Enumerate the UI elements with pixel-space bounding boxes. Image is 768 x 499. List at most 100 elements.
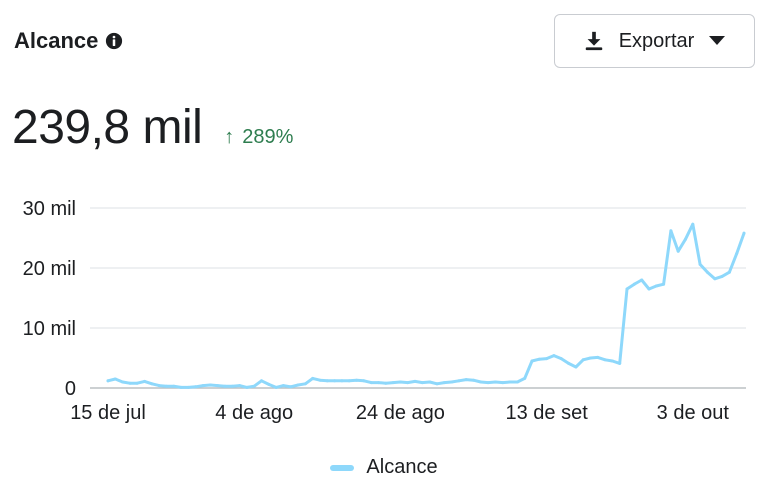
- data-point: [121, 380, 125, 384]
- data-point: [194, 385, 198, 389]
- data-point: [245, 385, 249, 389]
- data-point: [223, 384, 227, 388]
- data-point: [303, 382, 307, 386]
- data-point: [479, 380, 483, 384]
- data-point: [545, 357, 549, 361]
- data-point: [267, 382, 271, 386]
- data-point: [589, 356, 592, 360]
- data-point: [618, 361, 622, 365]
- data-point: [508, 380, 512, 384]
- data-point: [106, 379, 110, 383]
- y-tick-label: 20 mil: [23, 258, 76, 280]
- info-circle-icon[interactable]: [105, 32, 123, 50]
- x-tick-label: 4 de ago: [215, 402, 293, 424]
- data-point: [135, 381, 139, 385]
- series-alcance: [106, 222, 746, 389]
- data-point: [647, 287, 651, 291]
- data-point: [186, 385, 190, 389]
- data-point: [340, 379, 344, 383]
- data-point: [369, 381, 373, 385]
- data-point: [493, 380, 497, 384]
- export-button[interactable]: Exportar: [554, 14, 755, 68]
- x-tick-label: 3 de out: [657, 402, 730, 424]
- series-line: [106, 222, 746, 389]
- summary: 239,8 mil ↑ 289%: [12, 100, 293, 155]
- series-layer: [106, 222, 746, 389]
- data-point: [691, 222, 695, 226]
- data-point: [662, 282, 666, 286]
- chart-header: Alcance: [14, 28, 123, 54]
- data-point: [355, 378, 359, 382]
- y-tick-label: 10 mil: [23, 318, 76, 340]
- y-tick-label: 30 mil: [23, 198, 76, 220]
- data-point: [457, 379, 461, 383]
- data-point: [625, 287, 629, 291]
- data-point: [333, 379, 337, 383]
- data-point: [413, 379, 417, 383]
- data-point: [325, 379, 329, 383]
- data-point: [318, 378, 322, 382]
- change-value: 289%: [242, 126, 294, 148]
- data-point: [296, 383, 300, 387]
- data-point: [377, 381, 380, 385]
- data-point: [684, 237, 687, 241]
- change-badge: ↑ 289%: [224, 126, 293, 149]
- y-axis-tick-labels: 0 10 mil 20 mil 30 mil: [23, 198, 76, 400]
- data-point: [735, 252, 739, 256]
- data-point: [603, 358, 607, 362]
- x-tick-label: 24 de ago: [356, 402, 445, 424]
- data-point: [113, 377, 117, 381]
- data-point: [698, 262, 702, 266]
- data-point: [238, 384, 242, 388]
- data-point: [157, 384, 161, 388]
- data-point: [720, 274, 724, 278]
- legend-label: Alcance: [366, 456, 438, 478]
- export-button-label: Exportar: [618, 29, 695, 52]
- data-point: [559, 357, 563, 361]
- x-tick-label: 15 de jul: [70, 402, 146, 424]
- data-point: [530, 359, 534, 363]
- data-point: [179, 385, 183, 389]
- data-point: [406, 381, 410, 385]
- data-point: [260, 379, 263, 383]
- data-point: [201, 384, 205, 388]
- data-point: [391, 381, 395, 385]
- data-point: [450, 380, 454, 384]
- data-point: [442, 381, 446, 385]
- data-point: [398, 380, 402, 384]
- data-point: [230, 384, 234, 388]
- data-point: [362, 379, 366, 383]
- x-tick-label: 13 de set: [505, 402, 588, 424]
- data-point: [252, 384, 256, 388]
- data-point: [567, 361, 571, 365]
- data-point: [165, 384, 168, 388]
- data-point: [640, 278, 644, 282]
- y-tick-label: 0: [65, 378, 76, 400]
- data-point: [632, 282, 636, 286]
- data-point: [705, 270, 709, 274]
- arrow-up-icon: ↑: [224, 126, 235, 148]
- caret-down-icon: [709, 36, 726, 45]
- metric-value: 239,8 mil: [12, 101, 203, 154]
- data-point: [654, 284, 658, 288]
- data-point: [515, 380, 519, 384]
- data-point: [669, 229, 673, 233]
- data-point: [581, 358, 585, 362]
- data-point: [523, 376, 527, 380]
- data-point: [281, 384, 285, 388]
- data-point: [596, 355, 600, 359]
- data-point: [676, 249, 680, 253]
- data-point: [347, 379, 351, 383]
- data-point: [311, 376, 315, 380]
- x-axis-tick-labels: 15 de jul 4 de ago 24 de ago 13 de set 3 de …: [70, 402, 729, 424]
- data-point: [150, 382, 154, 386]
- data-point: [464, 378, 468, 382]
- data-point: [143, 379, 147, 383]
- data-point: [552, 354, 556, 358]
- data-point: [428, 380, 432, 384]
- data-point: [208, 383, 212, 387]
- legend-swatch: [330, 464, 355, 471]
- data-point: [274, 385, 278, 389]
- data-point: [713, 277, 717, 281]
